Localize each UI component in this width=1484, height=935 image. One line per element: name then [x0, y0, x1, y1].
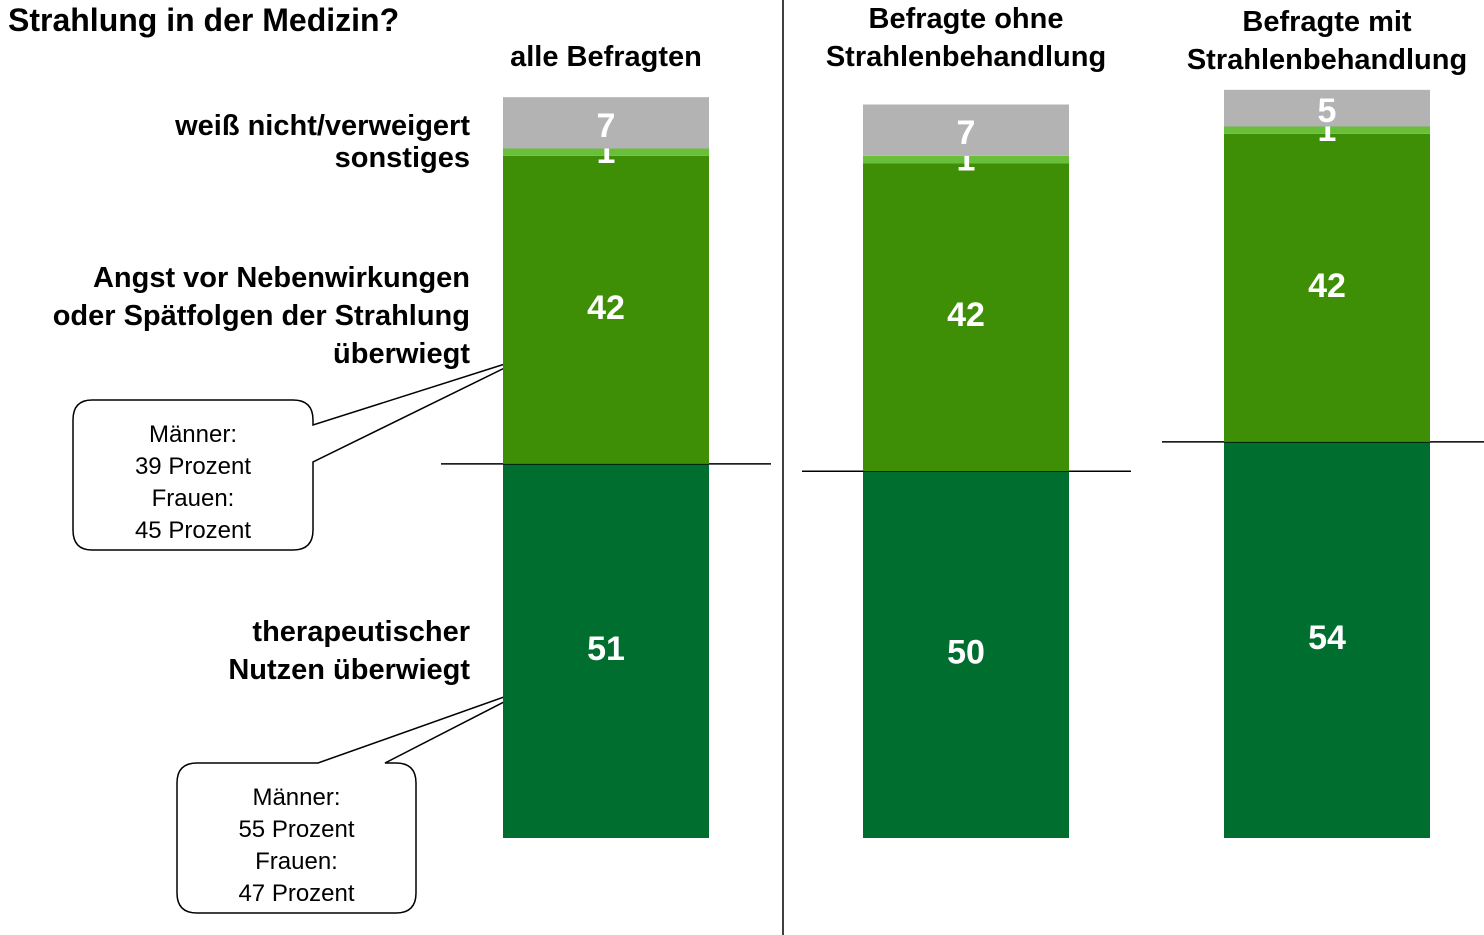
value-label: 42	[587, 289, 625, 327]
value-label: 7	[597, 107, 616, 145]
bar-segment	[1224, 126, 1430, 134]
legend-label: Angst vor Nebenwirkungen oder Spätfolgen…	[52, 261, 470, 370]
value-label: 7	[957, 114, 976, 152]
annotation: Männer: 39 Prozent Frauen: 45 Prozent	[134, 421, 252, 544]
legend-label: sonstiges	[334, 142, 470, 175]
chart-title: Strahlung in der Medizin?	[8, 2, 400, 38]
category-label: Befragte ohne Strahlenbehandlung	[825, 3, 1107, 73]
value-label: 42	[947, 296, 985, 334]
value-label: 42	[1308, 267, 1346, 305]
legend-label: therapeutischer Nutzen überwiegt	[228, 615, 470, 686]
bar-segment	[863, 155, 1069, 164]
callout-box	[176, 685, 536, 914]
value-label: 50	[947, 634, 985, 672]
value-label: 5	[1318, 92, 1337, 130]
bar-segment	[503, 463, 709, 838]
bar-segment	[863, 471, 1069, 838]
bar-segment	[1224, 441, 1430, 838]
callout-box	[72, 356, 528, 551]
bar-segment	[503, 148, 709, 156]
bar-segment	[1224, 89, 1430, 127]
value-label: 51	[587, 630, 625, 668]
bar-segment	[863, 104, 1069, 156]
category-label: alle Befragten	[510, 41, 702, 73]
bar-segment	[863, 163, 1069, 472]
legend-label: weiß nicht/verweigert	[175, 109, 470, 142]
value-label: 54	[1308, 619, 1346, 657]
bar-segment	[503, 155, 709, 464]
category-label: Befragte mit Strahlenbehandlung	[1186, 6, 1468, 76]
bar-segment	[503, 97, 709, 149]
annotation: Männer: 55 Prozent Frauen: 47 Prozent	[238, 784, 355, 907]
bar-segment	[1224, 133, 1430, 442]
